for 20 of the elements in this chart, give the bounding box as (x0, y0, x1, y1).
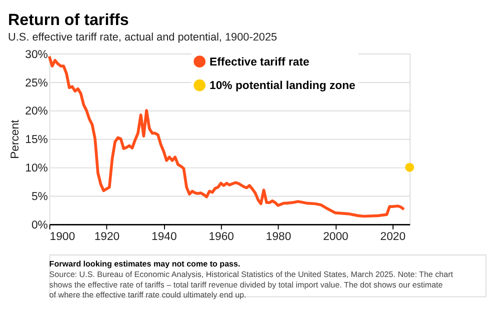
legend-label: Effective tariff rate (210, 56, 310, 68)
y-tick-label: 10% (25, 162, 48, 175)
x-tick-label: 1980 (266, 230, 292, 243)
x-tick-label: 1940 (152, 230, 177, 243)
line-series (48, 54, 406, 218)
x-tick-label: 1960 (208, 230, 234, 243)
x-tick-label: 1920 (94, 230, 120, 243)
legend-label: 10% potential landing zone (210, 80, 356, 92)
y-tick-label: 20% (25, 106, 48, 118)
y-tick-label: 0% (31, 219, 48, 232)
y-tick-label: 25% (25, 77, 48, 90)
chart-title: Return of tariffs (8, 11, 129, 30)
x-tick-label: 1900 (50, 230, 76, 243)
x-tick-label: 2020 (380, 230, 406, 243)
x-tick-label: 2000 (323, 230, 348, 243)
y-axis-title: Percent (9, 118, 22, 159)
chart-subtitle: U.S. effective tariff rate, actual and potential, 1900-2025 (8, 31, 278, 44)
y-tick-label: 15% (25, 134, 48, 146)
y-tick-label: 30% (25, 48, 48, 61)
y-tick-label: 5% (31, 191, 48, 204)
